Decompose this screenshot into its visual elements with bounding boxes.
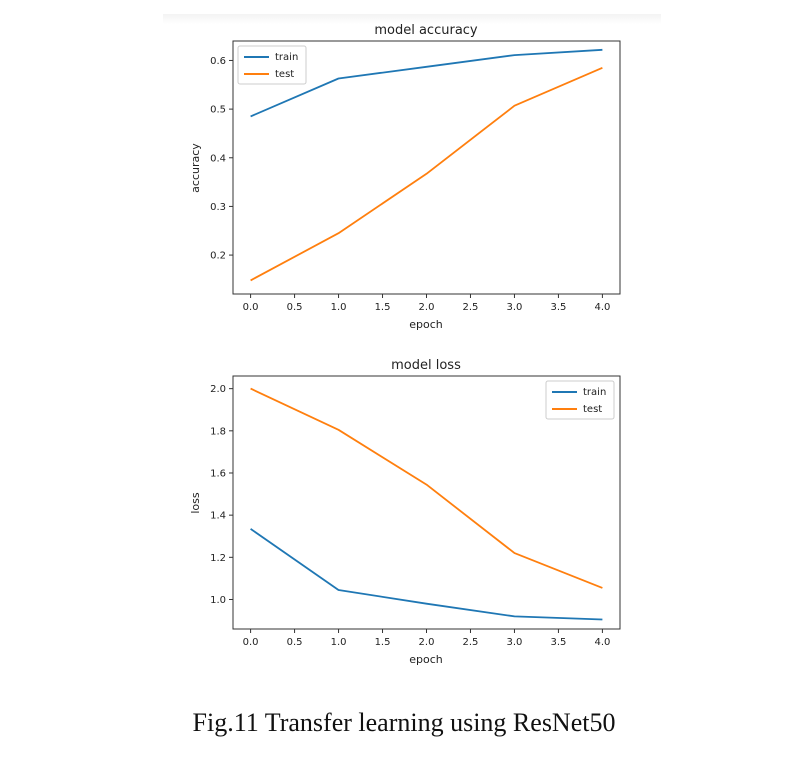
accuracy-x-tick-label: 2.5 xyxy=(463,302,479,313)
loss-series-lines xyxy=(250,387,603,621)
accuracy-x-tick-label: 2.0 xyxy=(419,302,435,313)
loss-y-tick-label: 2.0 xyxy=(210,384,226,395)
accuracy-y-axis-label: accuracy xyxy=(189,143,202,193)
accuracy-legend-train-label: train xyxy=(275,52,298,63)
accuracy-train-line xyxy=(250,48,603,118)
figure-svg: model accuracy 0.0 0.5 1.0 1.5 2.0 2.5 3.0 3.5 4… xyxy=(189,23,621,666)
loss-y-tick-label: 1.0 xyxy=(210,595,226,606)
loss-legend-test-label: test xyxy=(583,404,602,415)
loss-x-tick-label: 2.5 xyxy=(463,637,479,648)
accuracy-x-tick-label: 3.0 xyxy=(507,302,523,313)
loss-legend-train-label: train xyxy=(583,387,606,398)
accuracy-legend-test-label: test xyxy=(275,69,294,80)
loss-x-tick-label: 3.0 xyxy=(507,637,523,648)
loss-test-line xyxy=(250,387,603,589)
loss-y-tick-label: 1.2 xyxy=(210,553,226,564)
loss-y-tick-label: 1.6 xyxy=(210,468,226,479)
loss-x-tick-label: 0.5 xyxy=(287,637,303,648)
loss-y-axis-label: loss xyxy=(189,492,202,514)
accuracy-y-tick-label: 0.2 xyxy=(210,251,226,262)
accuracy-x-tick-label: 0.5 xyxy=(287,302,303,313)
accuracy-x-tick-label: 0.0 xyxy=(243,302,259,313)
accuracy-x-tick-label: 4.0 xyxy=(594,302,610,313)
loss-x-ticks: 0.0 0.5 1.0 1.5 2.0 2.5 3.0 3.5 4.0 xyxy=(243,629,610,648)
loss-y-tick-label: 1.4 xyxy=(210,511,226,522)
accuracy-y-tick-label: 0.5 xyxy=(210,105,226,116)
loss-chart: model loss 0.0 0.5 1.0 1.5 2.0 2.5 3.0 3.5 4.0 1… xyxy=(189,358,621,666)
accuracy-x-tick-label: 1.5 xyxy=(375,302,391,313)
loss-x-tick-label: 3.5 xyxy=(550,637,566,648)
loss-x-tick-label: 1.5 xyxy=(375,637,391,648)
loss-legend: train test xyxy=(545,380,615,420)
accuracy-x-ticks: 0.0 0.5 1.0 1.5 2.0 2.5 3.0 3.5 4.0 xyxy=(243,294,610,313)
loss-x-tick-label: 0.0 xyxy=(243,637,259,648)
accuracy-test-line xyxy=(250,66,603,282)
loss-y-tick-label: 1.8 xyxy=(210,426,226,437)
loss-x-tick-label: 2.0 xyxy=(419,637,435,648)
loss-x-axis-label: epoch xyxy=(409,653,443,666)
accuracy-series-lines xyxy=(250,48,603,282)
accuracy-y-tick-label: 0.4 xyxy=(210,153,226,164)
accuracy-x-tick-label: 1.0 xyxy=(331,302,347,313)
loss-x-tick-label: 1.0 xyxy=(331,637,347,648)
accuracy-chart: model accuracy 0.0 0.5 1.0 1.5 2.0 2.5 3.0 3.5 4… xyxy=(189,23,621,331)
loss-x-tick-label: 4.0 xyxy=(594,637,610,648)
accuracy-legend: train test xyxy=(237,45,307,85)
loss-y-ticks: 1.0 1.2 1.4 1.6 1.8 2.0 xyxy=(210,384,233,606)
accuracy-y-tick-label: 0.3 xyxy=(210,202,226,213)
accuracy-x-tick-label: 3.5 xyxy=(550,302,566,313)
figure-caption: Fig.11 Transfer learning using ResNet50 xyxy=(192,708,616,737)
loss-chart-title: model loss xyxy=(391,358,461,373)
accuracy-y-tick-label: 0.6 xyxy=(210,56,226,67)
accuracy-y-ticks: 0.2 0.3 0.4 0.5 0.6 xyxy=(210,56,233,262)
loss-train-line xyxy=(250,528,603,621)
accuracy-x-axis-label: epoch xyxy=(409,318,443,331)
accuracy-chart-title: model accuracy xyxy=(374,23,478,38)
